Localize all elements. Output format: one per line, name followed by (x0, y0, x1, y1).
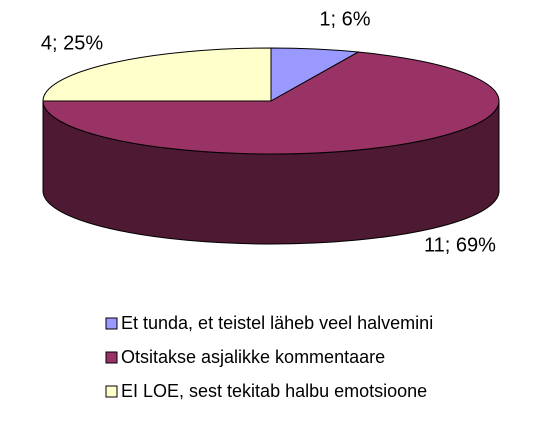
legend-label: Et tunda, et teistel läheb veel halvemin… (121, 313, 433, 333)
slice-label: 1; 6% (319, 8, 370, 30)
slice (42, 47, 272, 102)
slice-label: 4; 25% (41, 32, 103, 54)
slice-label: 11; 69% (424, 234, 496, 256)
slice (42, 51, 500, 155)
legend-swatch (105, 351, 118, 364)
legend-label: EI LOE, sest tekitab halbu emotsioone (121, 381, 427, 401)
legend-label: Otsitakse asjalikke kommentaare (121, 347, 385, 367)
legend-swatch (105, 385, 118, 398)
legend-swatch (105, 317, 118, 330)
